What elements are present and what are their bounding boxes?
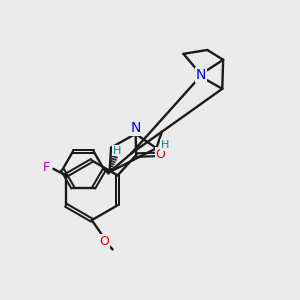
Text: O: O <box>100 235 110 248</box>
Text: N: N <box>196 68 206 82</box>
Text: H: H <box>112 146 121 156</box>
Polygon shape <box>104 170 110 174</box>
Text: F: F <box>43 161 50 174</box>
Text: H: H <box>161 140 170 150</box>
Text: O: O <box>156 148 166 161</box>
Text: N: N <box>130 121 141 135</box>
